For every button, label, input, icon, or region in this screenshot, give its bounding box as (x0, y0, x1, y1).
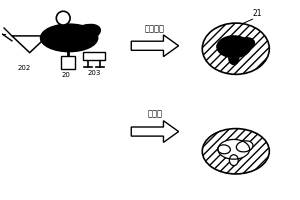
Ellipse shape (217, 36, 250, 58)
Polygon shape (131, 35, 178, 57)
Text: 聚合反应: 聚合反应 (145, 24, 165, 33)
Ellipse shape (218, 145, 230, 154)
Ellipse shape (229, 53, 239, 64)
Text: 戜去除: 戜去除 (147, 110, 162, 119)
Ellipse shape (58, 22, 68, 34)
Text: 203: 203 (87, 70, 101, 76)
Circle shape (56, 11, 70, 25)
FancyBboxPatch shape (61, 56, 75, 69)
Polygon shape (131, 121, 178, 142)
Ellipse shape (202, 23, 269, 74)
Text: 21: 21 (253, 9, 262, 18)
Ellipse shape (71, 24, 100, 41)
Text: 20: 20 (62, 72, 70, 78)
Ellipse shape (218, 139, 250, 159)
Ellipse shape (236, 141, 253, 152)
Ellipse shape (40, 24, 98, 52)
FancyBboxPatch shape (83, 52, 105, 60)
Text: 202: 202 (17, 64, 30, 71)
Ellipse shape (202, 129, 269, 174)
Ellipse shape (230, 155, 238, 166)
Ellipse shape (217, 42, 231, 52)
Ellipse shape (40, 32, 62, 46)
Ellipse shape (237, 38, 254, 50)
